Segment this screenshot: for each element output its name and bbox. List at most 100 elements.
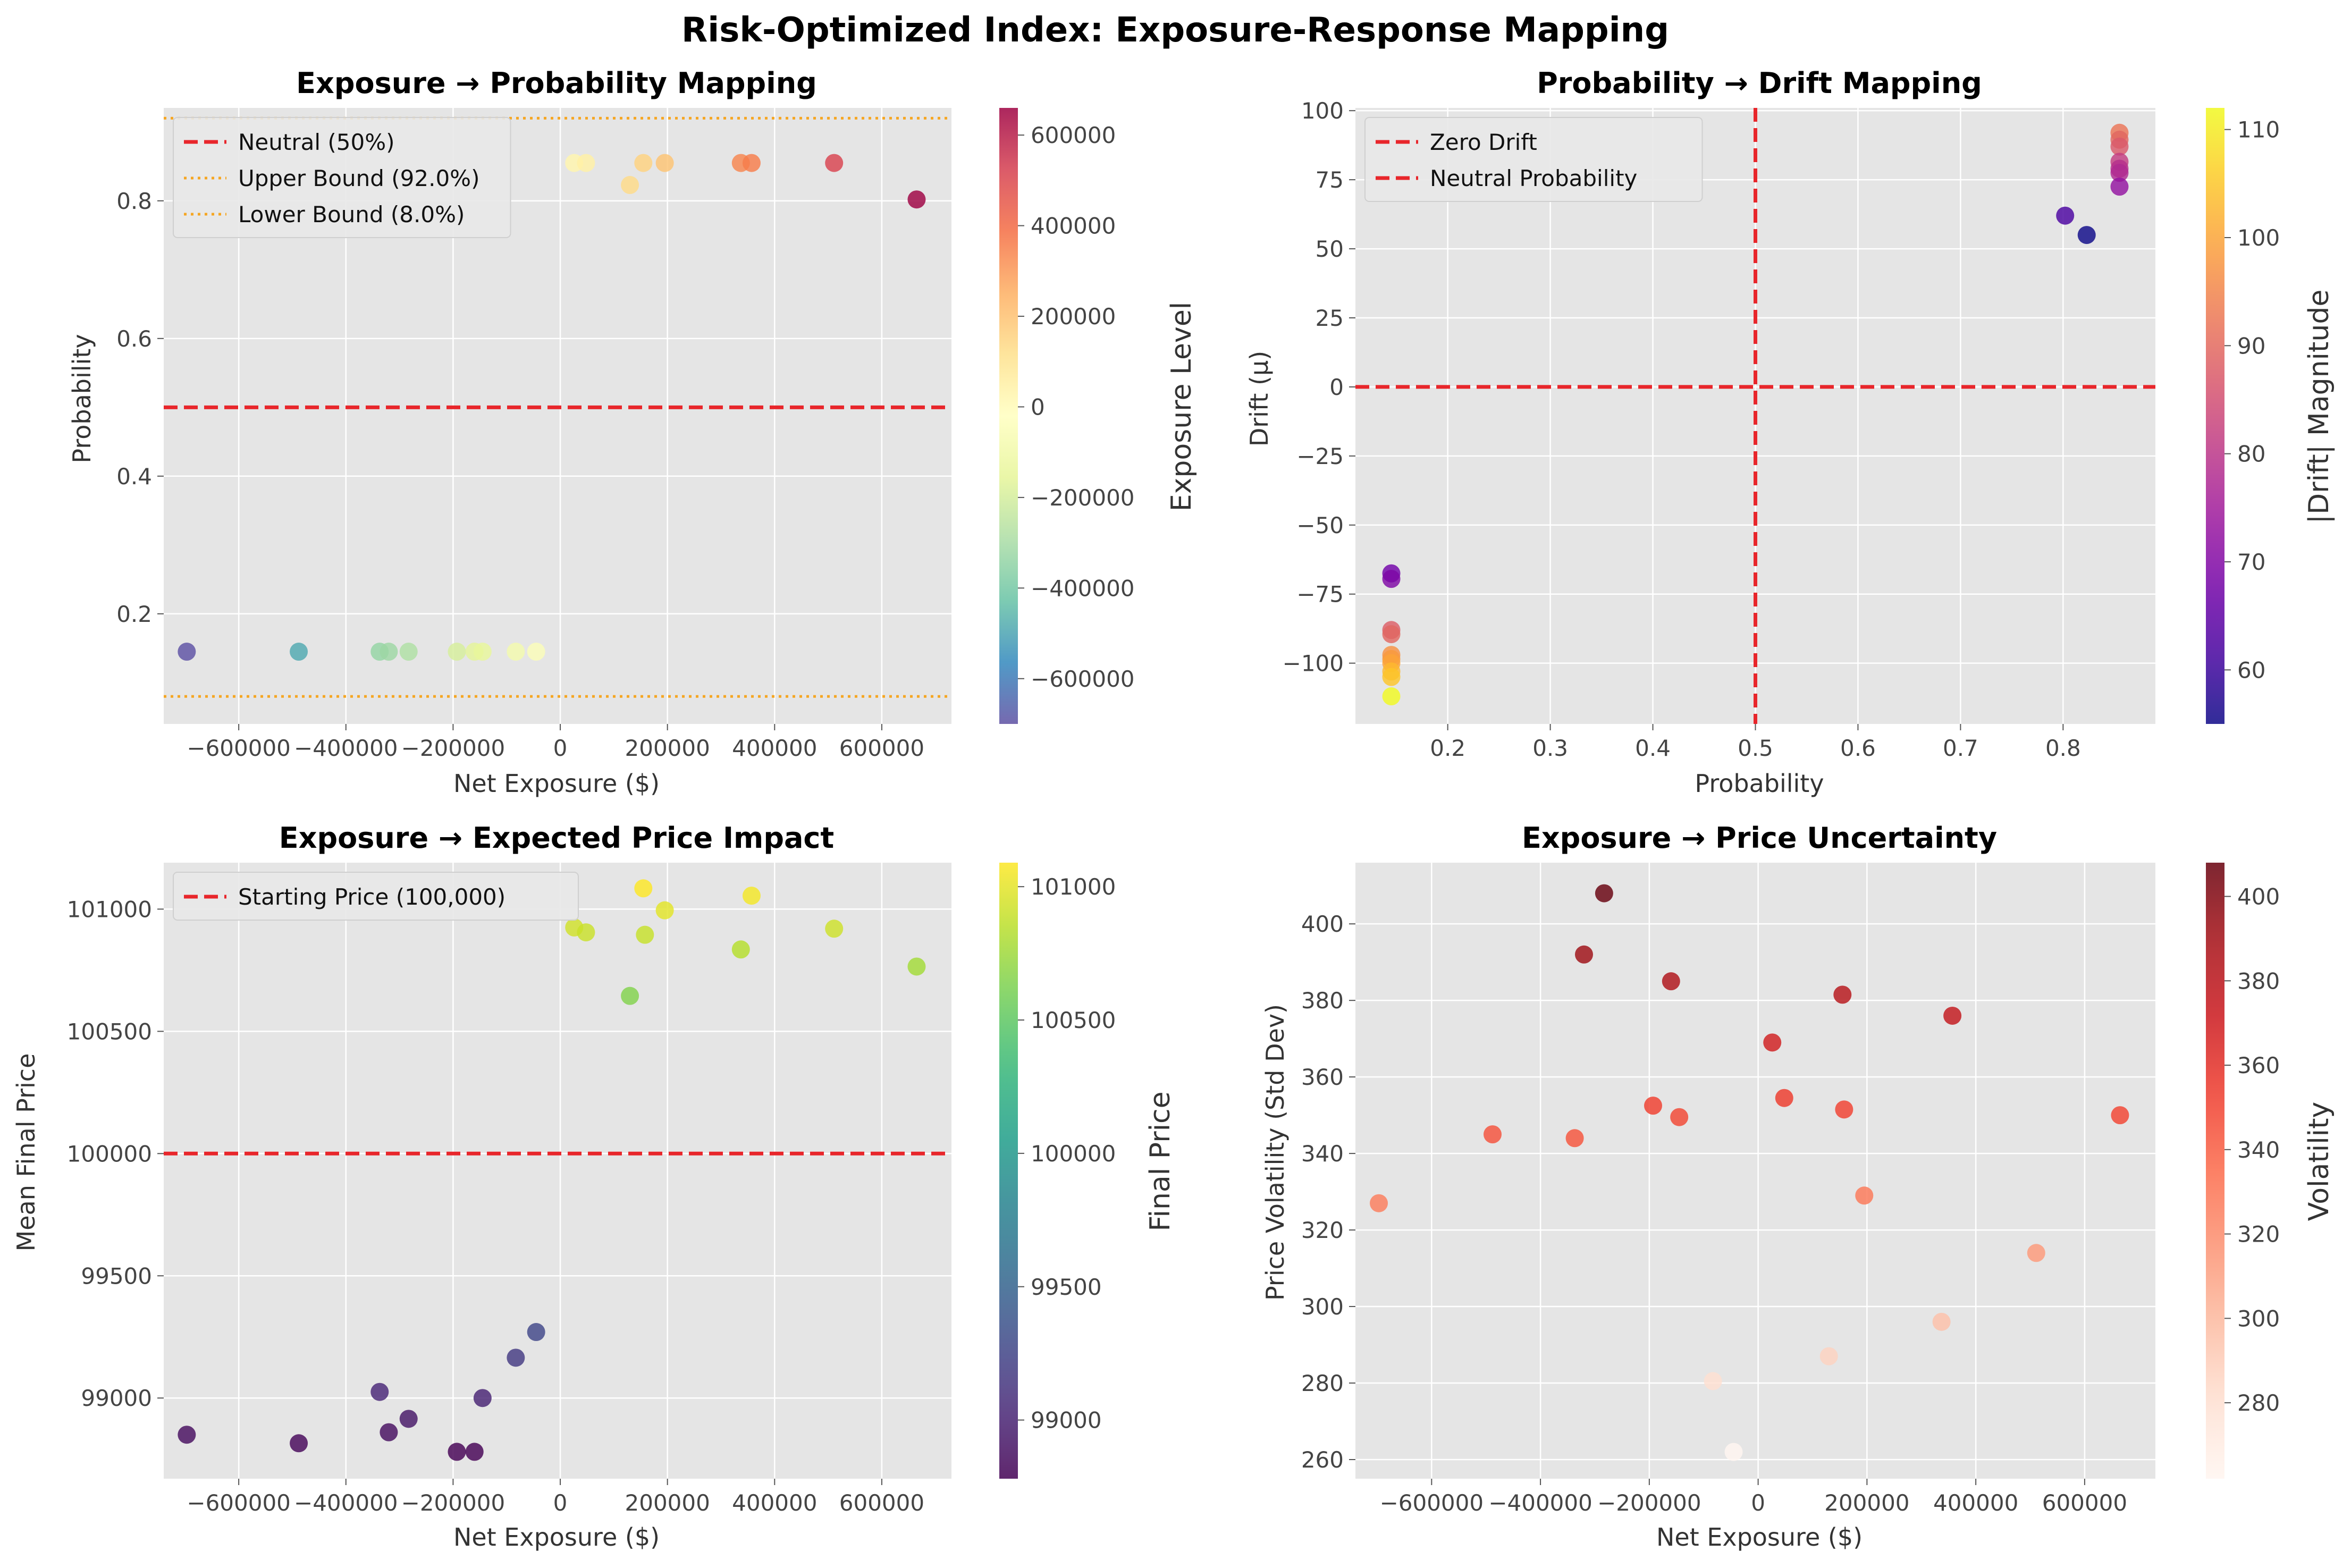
colorbar-tick-label: 110 (2237, 117, 2280, 143)
x-tick-label: 0 (553, 1490, 568, 1516)
scatter-point (473, 643, 492, 661)
colorbar-tick-label: 360 (2237, 1052, 2280, 1078)
scatter-point (1670, 1108, 1689, 1126)
y-axis-label: Drift (μ) (1245, 351, 1274, 446)
colorbar-tick-label: 101000 (1031, 874, 1116, 900)
y-tick-label: 380 (1301, 988, 1344, 1014)
plot-area (164, 863, 951, 1479)
colorbar (2206, 863, 2224, 1479)
y-tick-label: −25 (1296, 443, 1344, 469)
colorbar-label: |Drift| Magnitude (2303, 290, 2335, 524)
scatter-point (1775, 1089, 1793, 1107)
legend: Neutral (50%) Upper Bound (92.0%) Lower Bo… (173, 117, 511, 238)
y-tick-label: 320 (1301, 1217, 1344, 1243)
x-tick-label: −400000 (294, 1490, 398, 1516)
legend-box (173, 872, 579, 921)
panel-title: Exposure → Price Uncertainty (1522, 821, 1997, 855)
scatter-point (1943, 1006, 1962, 1025)
colorbar (999, 863, 1018, 1479)
scatter-point (636, 925, 654, 944)
scatter-point (655, 154, 674, 172)
colorbar-label: Final Price (1144, 1091, 1176, 1231)
colorbar-tick-label: 70 (2237, 549, 2265, 575)
scatter-point (399, 1410, 418, 1428)
scatter-point (448, 643, 466, 661)
x-tick-label: 600000 (839, 1490, 924, 1516)
y-tick-label: 360 (1301, 1064, 1344, 1090)
colorbar-tick-label: 340 (2237, 1137, 2280, 1163)
y-tick-label: 0.4 (116, 463, 152, 490)
x-tick-label: −400000 (294, 735, 398, 761)
legend-label: Zero Drift (1430, 129, 1537, 155)
scatter-point (907, 957, 926, 976)
scatter-point (2077, 226, 2096, 245)
x-tick-label: 0.8 (2045, 735, 2081, 761)
x-tick-label: −200000 (1597, 1490, 1701, 1516)
y-tick-label: 0.8 (116, 188, 152, 214)
y-tick-label: 0 (1329, 374, 1344, 400)
legend-label: Neutral Probability (1430, 165, 1637, 191)
y-tick-label: 99500 (81, 1263, 152, 1289)
scatter-point (577, 923, 595, 942)
y-axis-label: Probability (68, 334, 96, 463)
colorbar-tick-label: 400 (2237, 884, 2280, 910)
x-tick-label: 0.3 (1532, 735, 1568, 761)
x-tick-label: 0.7 (1943, 735, 1978, 761)
scatter-point (380, 643, 398, 661)
colorbar-tick-label: 200000 (1031, 304, 1116, 330)
scatter-point (1763, 1033, 1782, 1052)
colorbar-tick-label: 100 (2237, 225, 2280, 251)
y-tick-label: 100 (1301, 98, 1344, 124)
scatter-point (1855, 1186, 1874, 1205)
x-tick-label: 0.6 (1840, 735, 1876, 761)
scatter-point (1704, 1372, 1722, 1390)
y-tick-label: 400 (1301, 911, 1344, 937)
colorbar-tick-label: −600000 (1031, 666, 1135, 692)
y-tick-label: 340 (1301, 1141, 1344, 1167)
y-axis-label: Mean Final Price (12, 1053, 40, 1252)
colorbar-tick-label: 600000 (1031, 122, 1116, 148)
x-tick-label: −400000 (1488, 1490, 1592, 1516)
colorbar-tick-label: 380 (2237, 968, 2280, 994)
legend-box (1364, 117, 1703, 202)
colorbar-tick-label: 280 (2237, 1390, 2280, 1416)
scatter-point (825, 154, 844, 172)
y-tick-label: 99000 (81, 1385, 152, 1411)
y-tick-label: 50 (1316, 236, 1344, 262)
panel-title: Exposure → Expected Price Impact (279, 821, 834, 855)
x-tick-label: 0 (1751, 1490, 1765, 1516)
x-tick-label: 0.5 (1738, 735, 1773, 761)
x-axis-label: Net Exposure ($) (453, 1523, 660, 1552)
legend-label: Lower Bound (8.0%) (238, 201, 465, 227)
scatter-point (178, 1426, 196, 1444)
scatter-point (1484, 1125, 1502, 1144)
legend: Starting Price (100,000) (173, 872, 579, 921)
colorbar-tick-label: 99000 (1031, 1407, 1102, 1434)
scatter-point (2027, 1244, 2045, 1262)
colorbar-tick-label: 300 (2237, 1305, 2280, 1331)
scatter-point (1644, 1097, 1663, 1115)
x-tick-label: −200000 (401, 735, 505, 761)
scatter-point (380, 1423, 398, 1441)
colorbar-tick-label: 0 (1031, 394, 1045, 420)
colorbar-tick-label: 100000 (1031, 1141, 1116, 1167)
colorbar-label: Exposure Level (1166, 302, 1198, 512)
y-tick-label: 300 (1301, 1294, 1344, 1320)
x-tick-label: 600000 (2042, 1490, 2127, 1516)
colorbar-tick-label: −200000 (1031, 485, 1135, 511)
x-tick-label: 400000 (732, 735, 817, 761)
panel-title: Exposure → Probability Mapping (296, 66, 817, 100)
scatter-point (2056, 206, 2075, 225)
scatter-point (742, 887, 761, 905)
panel-title: Probability → Drift Mapping (1537, 66, 1982, 100)
scatter-point (1382, 668, 1401, 686)
y-tick-label: −75 (1296, 581, 1344, 608)
scatter-point (1819, 1347, 1838, 1365)
scatter-point (907, 190, 926, 209)
legend-label: Neutral (50%) (238, 129, 395, 155)
colorbar-label: Volatility (2303, 1102, 2335, 1221)
x-tick-label: 0.2 (1430, 735, 1465, 761)
scatter-point (1382, 625, 1401, 644)
colorbar-tick-label: 90 (2237, 333, 2265, 359)
